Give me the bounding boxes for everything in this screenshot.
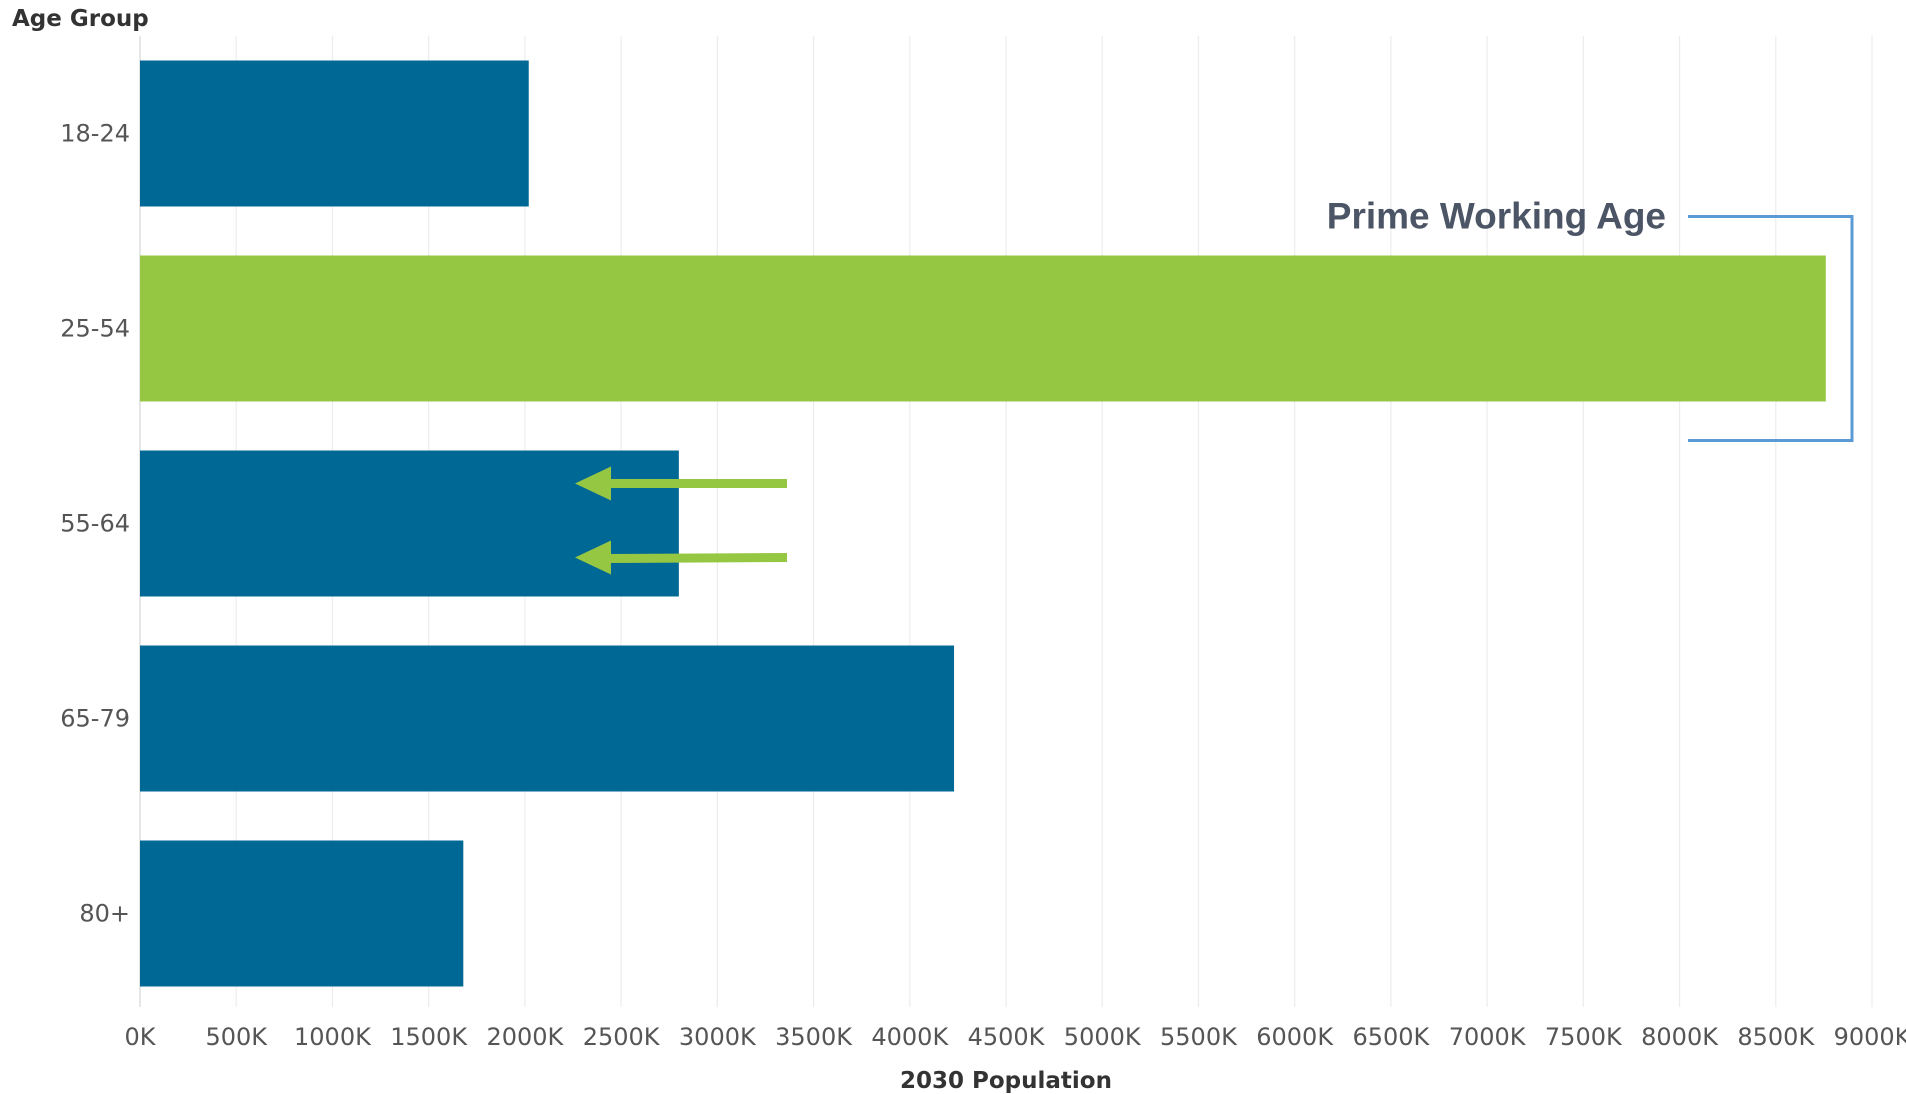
x-tick-label: 3000K xyxy=(679,1023,757,1051)
x-tick-label: 7500K xyxy=(1545,1023,1623,1051)
y-category-label: 65-79 xyxy=(60,705,130,733)
x-tick-label: 6000K xyxy=(1256,1023,1334,1051)
tick-labels: 0K 500K 1000K 1500K 2000K 2500K 3000K 3500K 4000… xyxy=(60,120,1906,1052)
arrow-head-icon xyxy=(575,466,611,501)
x-tick-label: 6500K xyxy=(1352,1023,1430,1051)
annotation-label: Prime Working Age xyxy=(1327,196,1666,237)
bars xyxy=(140,60,1826,987)
gridlines xyxy=(139,36,1873,1007)
bar-65-79 xyxy=(140,645,955,792)
arrow-head-icon xyxy=(575,540,611,575)
x-tick-label: 0K xyxy=(124,1023,156,1051)
bar-18-24 xyxy=(140,60,529,207)
x-tick-label: 8000K xyxy=(1641,1023,1719,1051)
y-category-label: 25-54 xyxy=(60,315,130,343)
x-tick-label: 5500K xyxy=(1160,1023,1238,1051)
x-tick-label: 2000K xyxy=(486,1023,564,1051)
y-category-label: 55-64 xyxy=(60,510,130,538)
x-axis-title: 2030 Population xyxy=(900,1068,1112,1094)
x-tick-label: 8500K xyxy=(1737,1023,1815,1051)
x-tick-label: 3500K xyxy=(775,1023,853,1051)
x-tick-label: 7000K xyxy=(1449,1023,1527,1051)
bar-25-54 xyxy=(140,255,1826,402)
arrow-shaft xyxy=(606,553,788,563)
annotation-bracket xyxy=(1688,215,1854,442)
axes: Age Group 2030 Population xyxy=(12,6,1112,1094)
x-tick-label: 1500K xyxy=(390,1023,468,1051)
y-category-label: 18-24 xyxy=(60,120,130,148)
x-tick-label: 4500K xyxy=(968,1023,1046,1051)
x-tick-label: 1000K xyxy=(294,1023,372,1051)
y-axis-title: Age Group xyxy=(12,6,149,32)
x-tick-label: 4000K xyxy=(871,1023,949,1051)
bar-55-64 xyxy=(140,450,679,597)
x-tick-label: 5000K xyxy=(1064,1023,1142,1051)
x-tick-label: 2500K xyxy=(583,1023,661,1051)
x-tick-label: 9000K xyxy=(1834,1023,1906,1051)
bar-80plus xyxy=(140,840,464,987)
annotations: Prime Working Age xyxy=(575,196,1854,575)
x-tick-label: 500K xyxy=(205,1023,268,1051)
y-category-label: 80+ xyxy=(79,900,130,928)
